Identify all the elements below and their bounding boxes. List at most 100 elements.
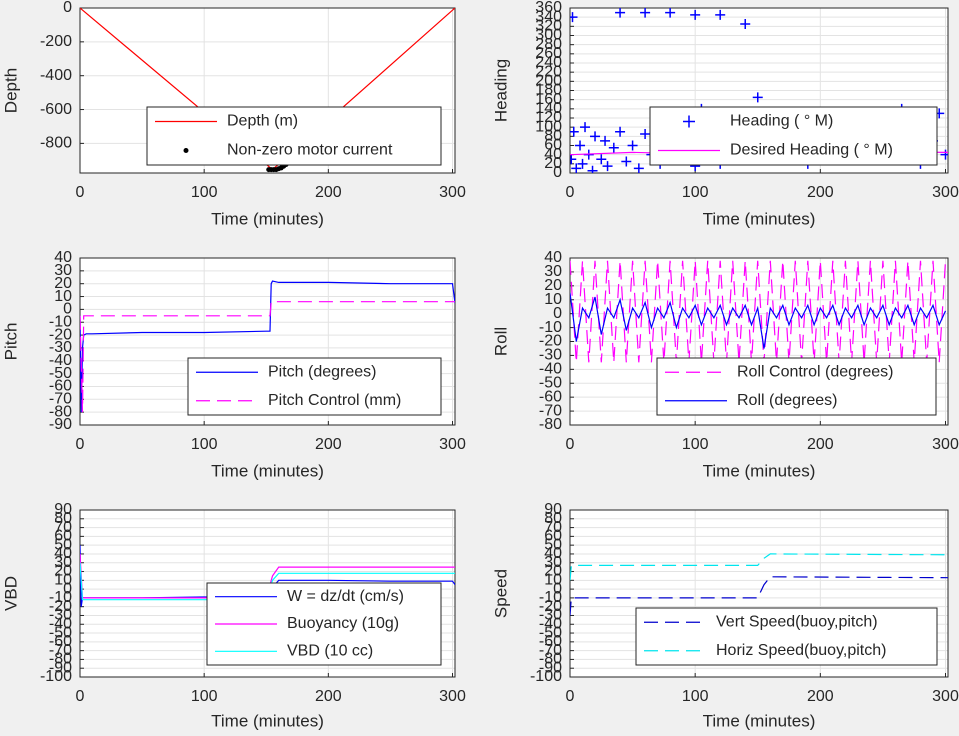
marker: [621, 156, 632, 167]
x-tick-label: 100: [682, 184, 709, 201]
x-tick-label: 300: [932, 184, 959, 201]
y-tick-label: -60: [49, 633, 72, 650]
y-tick-label: -30: [49, 607, 72, 624]
y-tick-label: -50: [49, 624, 72, 641]
y-tick-label: -90: [49, 659, 72, 676]
y-tick-label: 80: [544, 510, 562, 527]
x-axis-label: Time (minutes): [703, 461, 816, 480]
x-tick-label: 300: [439, 436, 466, 453]
marker: [740, 19, 751, 30]
x-axis-label: Time (minutes): [211, 711, 324, 730]
y-tick-label: 0: [63, 0, 72, 16]
y-tick-label: 10: [544, 291, 562, 308]
marker: [940, 149, 948, 160]
y-tick-label: -30: [49, 339, 72, 356]
y-axis-label: Roll: [491, 327, 510, 356]
y-tick-label: -60: [539, 633, 562, 650]
x-tick-label: 0: [566, 688, 575, 705]
y-tick-label: 240: [535, 54, 562, 71]
y-tick-label: 300: [535, 27, 562, 44]
y-tick-label: -10: [539, 319, 562, 336]
plot-content: [570, 553, 948, 616]
x-axis-label: Time (minutes): [703, 209, 816, 228]
y-tick-label: -50: [539, 624, 562, 641]
y-tick-label: 180: [535, 82, 562, 99]
x-tick-label: 0: [76, 688, 85, 705]
marker: [715, 9, 726, 20]
marker: [600, 135, 611, 146]
y-tick-label: 50: [544, 536, 562, 553]
legend-box: [187, 357, 442, 416]
x-tick-label: 100: [682, 688, 709, 705]
y-tick-label: 60: [544, 137, 562, 154]
y-tick-label: 60: [54, 528, 72, 545]
y-tick-label: -600: [40, 101, 72, 118]
y-tick-label: -80: [49, 651, 72, 668]
legend-label: Pitch Control (mm): [268, 392, 401, 409]
y-tick-label: 120: [535, 109, 562, 126]
legend-box: [635, 607, 938, 666]
x-tick-label: 0: [566, 184, 575, 201]
y-tick-label: 60: [544, 528, 562, 545]
y-tick-label: -40: [49, 352, 72, 369]
marker: [570, 154, 577, 165]
y-axis-label: Heading: [491, 59, 510, 122]
y-tick-label: 160: [535, 91, 562, 108]
x-tick-label: 200: [807, 436, 834, 453]
y-tick-label: 30: [54, 554, 72, 571]
y-tick-label: -800: [40, 135, 72, 152]
axes-box: [569, 509, 949, 678]
y-tick-label: 20: [544, 277, 562, 294]
x-tick-label: 100: [191, 184, 218, 201]
marker: [615, 126, 626, 137]
y-tick-label: -200: [40, 33, 72, 50]
y-tick-label: 0: [63, 580, 72, 597]
y-tick-label: -60: [539, 388, 562, 405]
y-tick-label: -70: [49, 391, 72, 408]
marker: [587, 165, 598, 173]
y-tick-label: -100: [40, 668, 72, 685]
legend-label: VBD (10 cc): [287, 643, 373, 660]
y-tick-label: -60: [49, 378, 72, 395]
y-tick-label: 70: [54, 519, 72, 536]
series-line: [570, 260, 947, 363]
y-tick-label: -80: [49, 403, 72, 420]
y-tick-label: 360: [535, 0, 562, 16]
y-tick-label: 40: [54, 545, 72, 562]
legend-marker: [683, 115, 695, 128]
x-tick-label: 200: [315, 436, 342, 453]
marker: [596, 154, 607, 165]
y-tick-label: 0: [553, 305, 562, 322]
y-tick-label: -400: [40, 67, 72, 84]
y-tick-label: 30: [54, 262, 72, 279]
x-tick-label: 200: [315, 184, 342, 201]
y-tick-label: -100: [530, 668, 562, 685]
legend-label: Roll Control (degrees): [737, 363, 894, 380]
y-tick-label: 80: [54, 510, 72, 527]
y-tick-label: -10: [539, 589, 562, 606]
legend-marker: [183, 148, 189, 153]
x-tick-label: 0: [76, 436, 85, 453]
y-tick-label: 20: [54, 275, 72, 292]
marker: [571, 163, 582, 173]
x-tick-label: 100: [191, 688, 218, 705]
marker: [615, 8, 626, 18]
legend-box: [146, 106, 442, 166]
legend-label: Buoyancy (10g): [287, 615, 399, 632]
y-tick-label: -70: [49, 642, 72, 659]
marker: [608, 142, 619, 153]
y-tick-label: 10: [544, 572, 562, 589]
marker: [580, 122, 591, 133]
marker: [640, 8, 651, 18]
marker: [602, 161, 613, 172]
y-tick-label: 0: [63, 301, 72, 318]
series-line: [570, 292, 947, 349]
legend-label: Horiz Speed(buoy,pitch): [716, 642, 886, 659]
x-tick-label: 200: [807, 688, 834, 705]
y-tick-label: 90: [544, 501, 562, 518]
legend-label: W = dz/dt (cm/s): [287, 588, 404, 605]
y-tick-label: 260: [535, 45, 562, 62]
x-tick-label: 200: [315, 688, 342, 705]
y-tick-label: -50: [49, 365, 72, 382]
